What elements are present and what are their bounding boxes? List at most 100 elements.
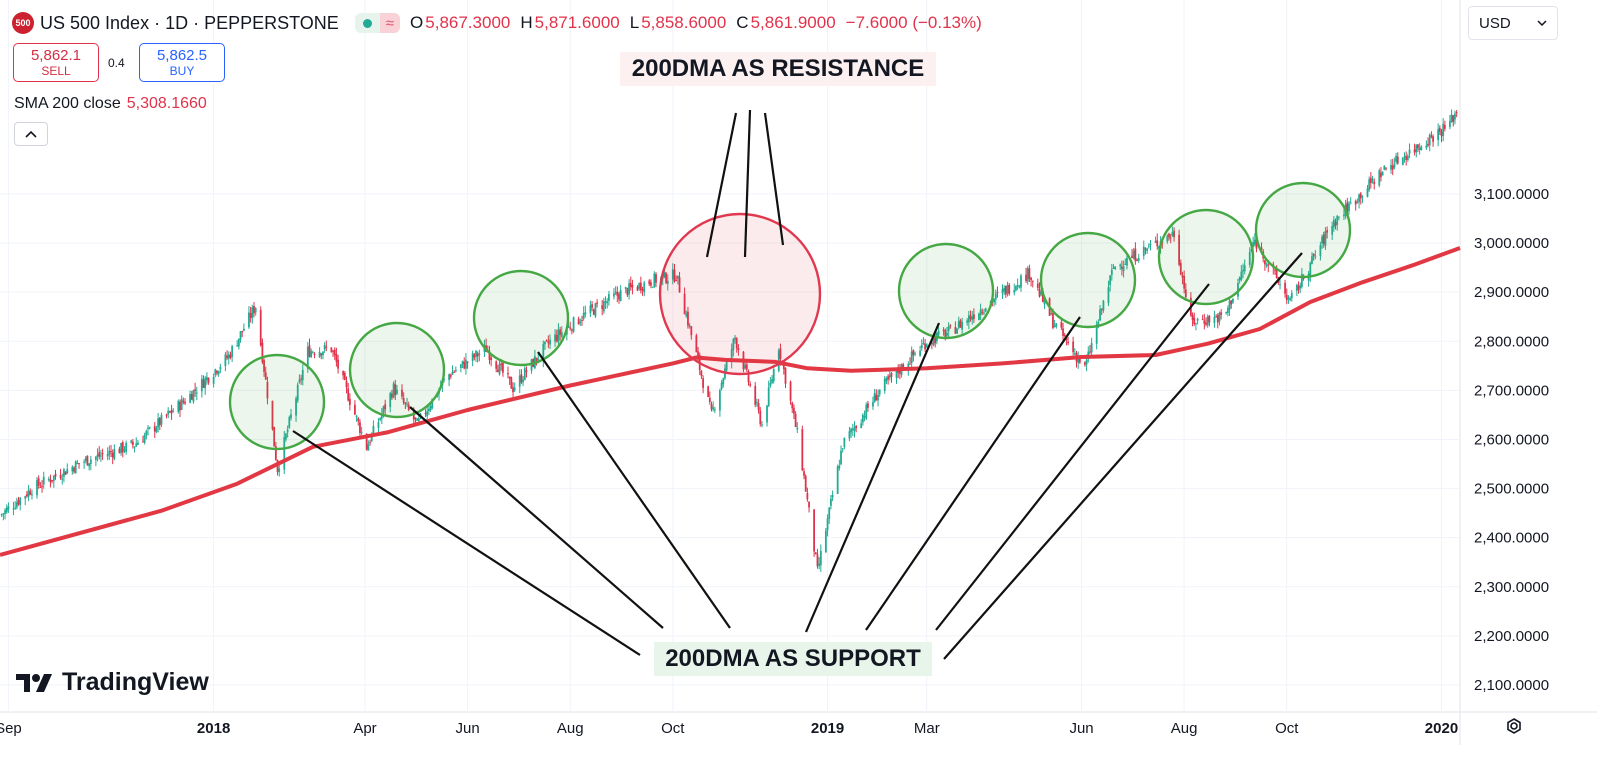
candle-body	[1006, 284, 1009, 294]
candle-body	[1442, 123, 1445, 136]
candle-body	[1383, 165, 1386, 170]
candle-body	[379, 418, 382, 421]
x-tick-label: 2019	[811, 720, 844, 737]
candle-body	[1142, 246, 1145, 256]
candle-body	[274, 446, 277, 460]
ohlc-label: O	[410, 13, 424, 32]
candle-body	[242, 328, 245, 331]
candle-body	[1173, 230, 1175, 238]
candle-body	[1171, 232, 1174, 236]
candle-body	[26, 494, 28, 497]
ohlc-label: C	[736, 13, 749, 32]
candle-body	[757, 403, 760, 411]
candle-body	[254, 307, 257, 313]
candle-body	[878, 389, 881, 395]
candle-body	[153, 426, 156, 432]
candle-body	[559, 329, 562, 335]
candle-body	[981, 311, 984, 313]
candle-body	[428, 408, 430, 411]
candle-body	[651, 286, 654, 288]
candle-body	[1393, 164, 1396, 168]
candle-body	[113, 449, 116, 460]
candle-body	[219, 366, 222, 370]
market-status[interactable]: ≈	[354, 13, 401, 33]
candle-body	[84, 457, 87, 461]
candle-body	[914, 353, 916, 355]
candle-body	[993, 299, 995, 303]
candle-body	[147, 427, 149, 429]
candle-body	[106, 454, 109, 457]
candle-body	[1417, 144, 1419, 149]
candle-body	[237, 338, 240, 347]
candle-body	[840, 450, 842, 465]
candle-body	[370, 433, 373, 442]
market-open-icon	[362, 18, 372, 28]
candle-body	[323, 344, 326, 350]
candle-body	[1001, 289, 1004, 294]
buy-button[interactable]: 5,862.5 BUY	[139, 43, 225, 82]
candle-body	[1232, 298, 1234, 303]
buy-label: BUY	[169, 64, 195, 78]
candle-body	[1107, 287, 1110, 304]
candle-body	[392, 383, 395, 398]
candle-body	[288, 417, 291, 428]
candle-body	[1449, 120, 1451, 128]
candle-body	[278, 468, 281, 472]
candle-body	[522, 379, 525, 383]
candle-body	[466, 361, 469, 363]
candle-body	[137, 442, 139, 445]
indicator-legend[interactable]: SMA 200 close 5,308.1660	[14, 95, 207, 113]
candle-body	[547, 341, 550, 344]
candle-body	[300, 378, 302, 380]
support-circle	[472, 269, 570, 367]
candle-body	[912, 350, 915, 356]
candle-body	[1063, 334, 1066, 337]
candle-body	[29, 491, 32, 495]
tradingview-logo[interactable]: TradingView	[16, 668, 209, 697]
candle-body	[355, 415, 358, 417]
candle-body	[200, 378, 203, 392]
candle-body	[819, 550, 822, 566]
gear-icon[interactable]	[1502, 714, 1526, 738]
candle-body	[650, 282, 652, 286]
candle-body	[369, 442, 371, 444]
candle-body	[36, 480, 38, 496]
candle-body	[335, 354, 338, 362]
candle-body	[1312, 254, 1315, 256]
candle-body	[1206, 316, 1209, 326]
candle-body	[1337, 216, 1340, 218]
candle-body	[143, 435, 146, 443]
price-axis: 2,100.0000 2,200.0000 2,300.0000 2,400.0000…	[1474, 186, 1549, 694]
candle-body	[512, 387, 514, 393]
symbol-title[interactable]: US 500 Index · 1D · PEPPERSTONE	[40, 12, 339, 33]
sell-button[interactable]: 5,862.1 SELL	[13, 43, 99, 82]
support-circle	[1254, 181, 1352, 279]
candle-body	[47, 478, 50, 480]
candle-body	[63, 469, 65, 477]
candle-body	[27, 490, 30, 497]
candle-body	[959, 320, 962, 328]
y-tick-label: 3,000.0000	[1474, 235, 1549, 252]
x-tick-label: Apr	[353, 720, 376, 737]
candle-body	[360, 432, 363, 434]
candle-body	[766, 405, 768, 423]
candle-body	[465, 359, 467, 369]
y-tick-label: 3,100.0000	[1474, 186, 1549, 203]
buy-price: 5,862.5	[156, 47, 208, 64]
x-tick-label: Jun	[1069, 720, 1093, 737]
candle-body	[749, 383, 752, 386]
candle-body	[1052, 312, 1054, 328]
candle-body	[695, 335, 698, 353]
candle-body	[74, 461, 77, 474]
candle-body	[1181, 275, 1184, 278]
candle-body	[875, 395, 878, 401]
currency-select[interactable]: USD	[1468, 6, 1558, 40]
candle-body	[1285, 294, 1288, 301]
candle-body	[826, 518, 829, 531]
candle-body	[322, 351, 324, 356]
collapse-legend-button[interactable]	[14, 122, 48, 146]
candle-body	[806, 492, 809, 500]
candle-body	[675, 280, 678, 282]
candle-body	[31, 494, 33, 496]
